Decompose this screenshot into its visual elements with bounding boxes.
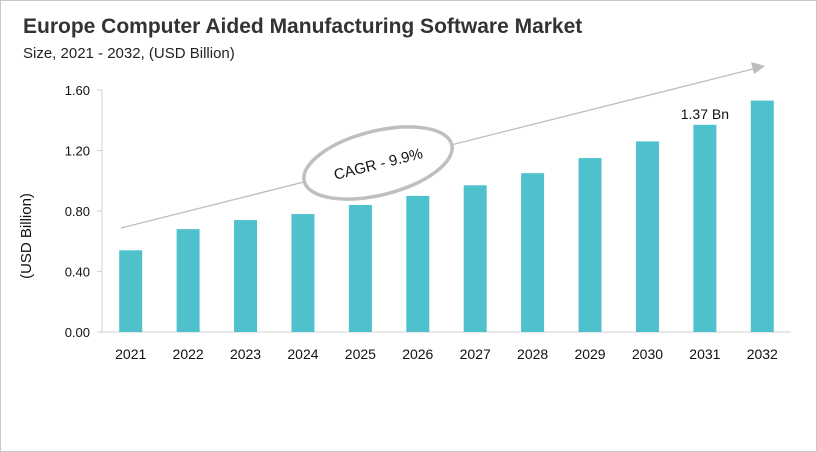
bar-2022 bbox=[176, 229, 200, 332]
x-tick-label: 2023 bbox=[230, 346, 261, 362]
cagr-ellipse bbox=[302, 125, 454, 201]
bar-2021 bbox=[119, 250, 143, 332]
growth-arrow-head-icon bbox=[751, 62, 765, 74]
y-tick-label: 1.60 bbox=[65, 83, 90, 98]
chart-subtitle: Size, 2021 - 2032, (USD Billion) bbox=[23, 45, 235, 62]
y-tick-label: 0.40 bbox=[65, 265, 90, 280]
y-tick-label: 0.80 bbox=[65, 204, 90, 219]
value-label-2031: 1.37 Bn bbox=[681, 106, 729, 122]
bar-2031 bbox=[693, 124, 717, 332]
x-tick-label: 2028 bbox=[517, 346, 548, 362]
x-tick-label: 2026 bbox=[402, 346, 433, 362]
x-tick-label: 2025 bbox=[345, 346, 376, 362]
bars bbox=[119, 100, 774, 333]
annotations: CAGR - 9.9% 1.37 Bn bbox=[120, 62, 765, 229]
bar-2027 bbox=[463, 185, 487, 332]
x-tick-label: 2027 bbox=[460, 346, 491, 362]
bar-2032 bbox=[750, 100, 774, 333]
bar-2024 bbox=[291, 214, 315, 332]
axes: 0.00 0.40 0.80 1.20 1.60 2021 2022 2023 2024 2025… bbox=[65, 83, 791, 362]
bar-2026 bbox=[406, 195, 430, 332]
bar-2029 bbox=[578, 158, 602, 332]
chart-title: Europe Computer Aided Manufacturing Soft… bbox=[23, 15, 583, 38]
x-tick-label: 2022 bbox=[173, 346, 204, 362]
x-tick-label: 2032 bbox=[747, 346, 778, 362]
bar-2025 bbox=[348, 204, 372, 332]
x-tick-label: 2030 bbox=[632, 346, 663, 362]
x-tick-label: 2029 bbox=[574, 346, 605, 362]
x-tick-label: 2021 bbox=[115, 346, 146, 362]
y-tick-label: 0.00 bbox=[65, 325, 90, 340]
bar-2023 bbox=[234, 220, 258, 332]
bar-2030 bbox=[635, 141, 659, 332]
y-axis-label: (USD Billion) bbox=[18, 193, 35, 279]
x-tick-label: 2024 bbox=[287, 346, 318, 362]
y-tick-label: 1.20 bbox=[65, 144, 90, 159]
x-tick-label: 2031 bbox=[689, 346, 720, 362]
bar-2028 bbox=[521, 173, 545, 332]
